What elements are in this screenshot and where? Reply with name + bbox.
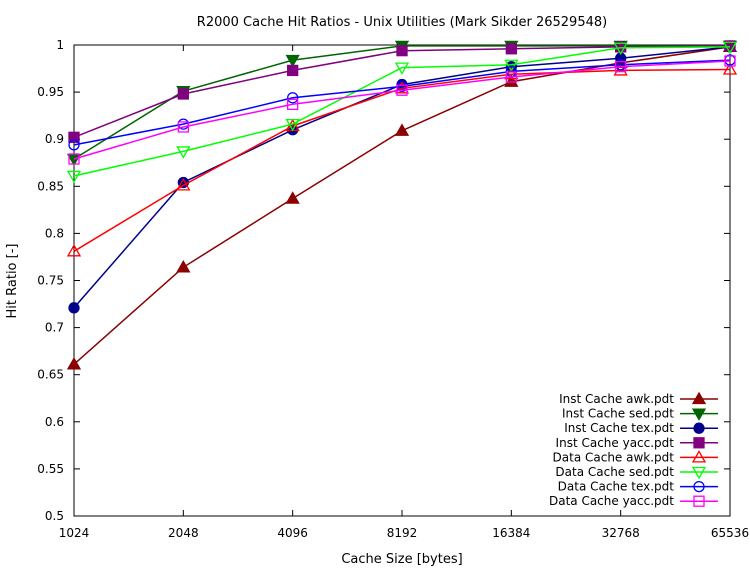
data-point [68,139,80,151]
x-tick-label: 4096 [277,526,308,540]
legend-marker [693,495,705,507]
data-point [68,131,80,143]
data-point [176,146,191,159]
data-point [285,54,300,68]
data-point [724,55,736,67]
x-tick-label: 65536 [711,526,749,540]
data-point [505,43,517,55]
data-point [66,170,82,184]
axis-ticks: 0.5 0.55 0.6 0.65 0.7 0.75 0.8 0.85 0.9 0.95 1 1024… [37,38,749,540]
y-tick-label: 0.75 [37,274,64,288]
legend-item: Data Cache awk.pdt [553,450,718,464]
y-tick-label: 0.9 [45,132,64,146]
data-point [504,59,519,73]
y-tick-label: 0.95 [37,85,64,99]
series-line [73,46,731,177]
data-point [68,302,80,314]
series-layer [66,39,738,370]
data-point [505,71,517,83]
data-point [285,191,300,204]
y-tick-label: 0.8 [45,226,64,240]
data-point [722,41,738,55]
data-point [176,260,191,273]
data-point [504,74,519,87]
legend-marker [691,450,707,463]
y-tick-label: 0.55 [37,462,64,476]
legend-item: Inst Cache sed.pdt [562,407,718,421]
data-point [68,153,80,165]
y-tick-label: 0.5 [45,509,64,523]
chart-title: R2000 Cache Hit Ratios - Unix Utilities … [197,15,607,30]
data-point [394,81,410,94]
y-tick-label: 0.65 [37,368,64,382]
legend-label: Inst Cache sed.pdt [562,407,674,421]
legend-label: Data Cache tex.pdt [558,480,675,494]
y-tick-label: 0.6 [45,415,64,429]
x-tick-label: 1024 [59,526,90,540]
series-line [73,60,731,160]
y-tick-label: 0.85 [37,179,64,193]
y-axis-label: Hit Ratio [-] [5,244,20,319]
series-line [73,59,731,146]
legend-label: Inst Cache yacc.pdt [556,436,675,450]
legend-item: Data Cache yacc.pdt [549,494,718,508]
legend-marker [693,422,705,434]
x-tick-label: 2048 [168,526,199,540]
data-point [394,123,410,136]
data-point [615,41,627,53]
data-point [66,243,82,257]
data-point [724,40,736,52]
data-point [287,64,299,77]
data-point [613,42,628,56]
data-point [287,92,299,104]
legend-label: Inst Cache awk.pdt [559,392,674,406]
legend-item: Data Cache tex.pdt [558,480,718,494]
legend-marker [691,391,707,405]
data-point [504,66,519,80]
data-point [396,45,408,57]
x-tick-label: 16384 [492,526,530,540]
y-tick-label: 0.7 [45,321,64,335]
series-8 [68,55,736,165]
legend-label: Data Cache awk.pdt [553,450,675,464]
data-point [396,84,408,96]
data-point [615,61,627,73]
series-line [73,46,731,365]
data-point [177,88,189,100]
legend-label: Data Cache sed.pdt [555,465,674,479]
legend-marker [693,480,705,493]
data-point [613,63,628,76]
series-4 [68,40,736,143]
legend-item: Inst Cache awk.pdt [559,391,718,406]
legend-label: Data Cache yacc.pdt [549,494,674,508]
data-point [287,98,299,110]
data-point [177,121,189,133]
legend-marker [691,466,707,480]
legend-item: Inst Cache yacc.pdt [556,436,718,450]
x-tick-label: 32768 [602,526,640,540]
x-tick-label: 8192 [387,526,418,540]
series-5 [66,62,738,257]
data-point [285,118,300,132]
series-line [73,68,731,252]
x-axis-label: Cache Size [bytes] [341,552,462,567]
legend-label: Inst Cache tex.pdt [564,421,674,435]
data-point [394,62,410,75]
data-point [66,357,82,370]
data-point [176,178,191,191]
legend-item: Inst Cache tex.pdt [564,421,718,435]
legend-item: Data Cache sed.pdt [555,465,718,480]
series-6 [66,41,738,184]
legend-marker [691,408,707,421]
legend-marker [693,437,705,449]
data-point [722,62,738,75]
y-tick-label: 1 [56,38,64,52]
